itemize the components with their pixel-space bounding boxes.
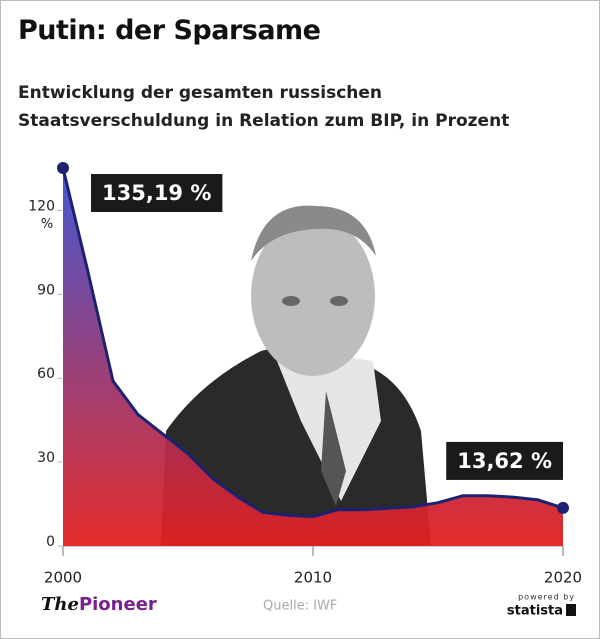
y-tick-label: 120 — [28, 198, 55, 214]
y-unit: % — [41, 217, 53, 232]
y-tick-label: 60 — [37, 366, 55, 382]
y-tick-label: 0 — [46, 534, 55, 550]
chart-title: Putin: der Sparsame — [18, 15, 321, 46]
y-tick-label: 90 — [37, 282, 55, 298]
x-tick-label: 2020 — [544, 569, 582, 587]
line — [61, 167, 564, 519]
x-tick-label: 2010 — [294, 569, 332, 587]
value-label: 13,62 % — [446, 441, 563, 480]
value-label-box — [91, 174, 223, 213]
logo-name: Pioneer — [79, 594, 157, 615]
source: Quelle: IWF — [263, 599, 337, 614]
area — [63, 168, 563, 546]
value-label-box — [446, 441, 563, 480]
y-tick-label: 30 — [37, 450, 55, 466]
logo: ThePioneer — [41, 594, 157, 615]
value-label: 135,19 % — [91, 174, 223, 213]
chart-subtitle: Entwicklung der gesamten russischen Staa… — [18, 83, 510, 131]
value-label-text: 135,19 % — [102, 181, 211, 205]
point — [57, 162, 69, 175]
x-tick-label: 2000 — [44, 569, 82, 587]
statista-icon — [566, 604, 576, 616]
point — [557, 501, 569, 514]
value-label-text: 13,62 % — [457, 449, 552, 473]
logo-the: The — [41, 594, 79, 615]
powered-by: powered by — [518, 593, 575, 602]
statista: statista — [507, 604, 563, 619]
